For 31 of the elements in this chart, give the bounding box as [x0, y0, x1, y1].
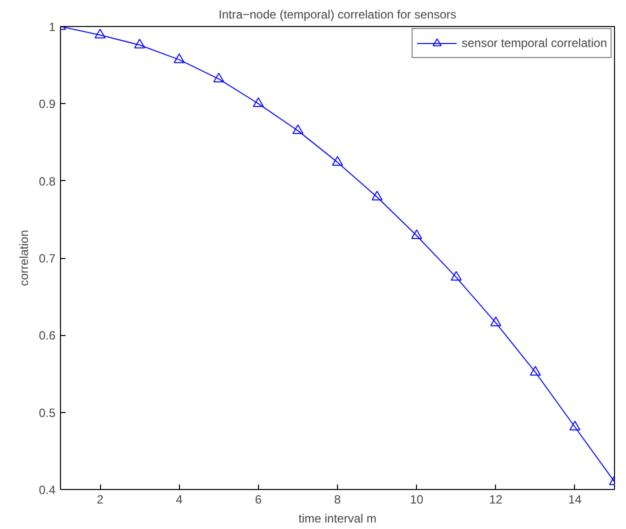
x-tick-label: 12 [489, 492, 503, 506]
point [213, 72, 224, 82]
y-tick-label: 0.6 [38, 328, 56, 343]
point [530, 366, 541, 376]
point [292, 124, 304, 134]
point [450, 271, 462, 281]
x-tick-label: 6 [255, 492, 262, 506]
point [569, 420, 580, 430]
x-tick-label: 10 [410, 492, 424, 506]
point [252, 97, 264, 108]
x-tick-label: 8 [334, 492, 342, 506]
x-tick-label: 2 [96, 492, 104, 506]
y-axis-title: correlation [16, 230, 31, 286]
point [174, 53, 185, 64]
y-tick-label: 0.8 [38, 174, 56, 188]
x-tick-label: 14 [568, 492, 582, 506]
y-tick-label: 0.4 [38, 483, 56, 497]
x-tick-label: 4 [176, 492, 183, 506]
point [332, 156, 343, 166]
y-tick-label: 1 [48, 20, 56, 34]
point [372, 190, 383, 200]
legend-label: sensor temporal correlation [462, 36, 607, 50]
x-axis-title: time interval m [298, 512, 377, 526]
y-tick-label: 0.5 [38, 406, 56, 420]
point [134, 38, 146, 48]
point [94, 28, 106, 38]
y-tick-label: 0.7 [38, 252, 56, 266]
chart-title: Intra−node (temporal) correlation for sensors [218, 8, 456, 22]
y-tick-label: 0.9 [38, 97, 56, 112]
point [411, 229, 422, 240]
point [490, 316, 502, 326]
